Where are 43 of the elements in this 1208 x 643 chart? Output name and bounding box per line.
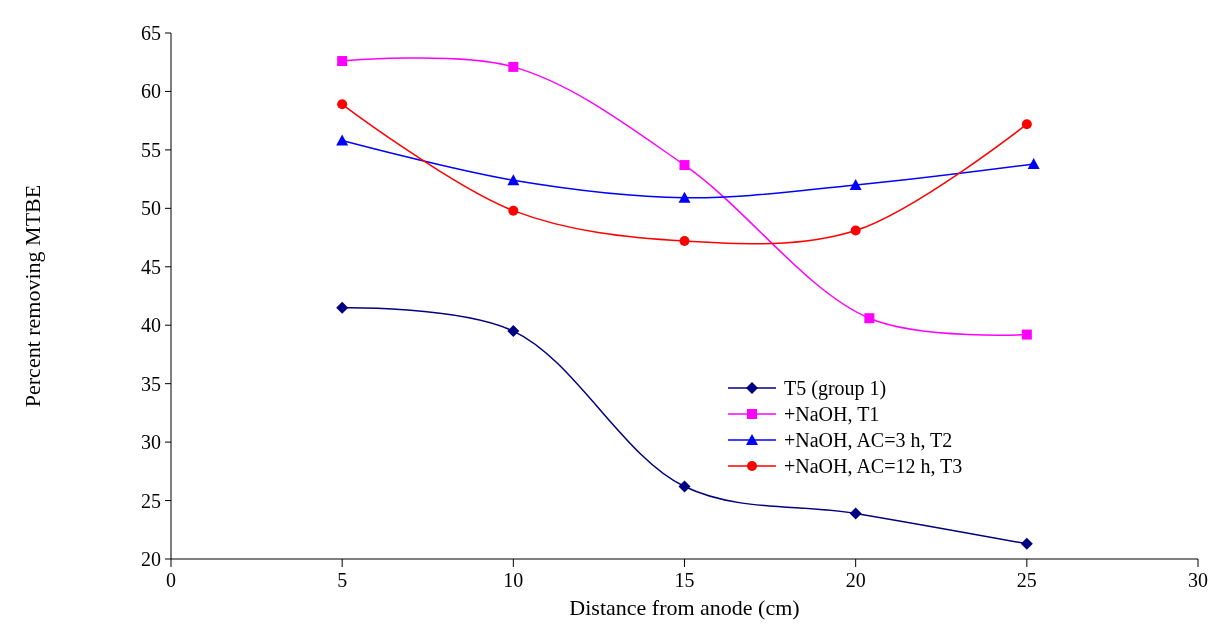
legend-label: +NaOH, AC=12 h, T3: [784, 455, 963, 477]
point: [1027, 157, 1040, 169]
point: [507, 325, 520, 338]
point: [864, 313, 875, 324]
point: [1021, 119, 1032, 130]
y-tick-label: 30: [141, 431, 161, 454]
x-tick-label: 30: [1188, 569, 1208, 591]
x-tick-label: 5: [337, 569, 348, 591]
point: [679, 160, 690, 171]
point: [337, 99, 348, 110]
y-tick-label: 55: [141, 138, 161, 161]
point: [508, 61, 519, 72]
point: [678, 480, 691, 493]
y-axis-title: Percent removing MTBE: [20, 184, 45, 408]
y-tick-label: 40: [141, 314, 161, 337]
point: [849, 178, 862, 190]
point: [850, 225, 861, 236]
legend-label: +NaOH, T1: [784, 403, 880, 425]
point: [507, 174, 520, 186]
y-tick-label: 20: [141, 548, 161, 570]
x-tick-label: 25: [1016, 569, 1037, 591]
point: [678, 191, 691, 203]
point: [679, 236, 690, 247]
x-tick-label: 10: [503, 569, 524, 591]
legend-label: +NaOH, AC=3 h, T2: [784, 429, 953, 451]
legend-label: T5 (group 1): [784, 377, 887, 400]
y-tick-label: 25: [141, 489, 161, 512]
y-tick-label: 60: [141, 80, 161, 103]
point: [336, 301, 349, 314]
point: [849, 507, 862, 520]
y-tick-label: 35: [141, 372, 161, 395]
point: [337, 56, 348, 67]
point: [336, 134, 349, 146]
x-tick-label: 15: [674, 569, 695, 591]
x-tick-label: 0: [166, 569, 176, 591]
x-axis-title: Distance from anode (cm): [569, 595, 800, 620]
y-tick-label: 65: [141, 22, 161, 44]
y-tick-label: 45: [141, 255, 161, 278]
x-tick-label: 20: [845, 569, 866, 591]
y-tick-label: 50: [141, 197, 161, 220]
point: [1020, 537, 1033, 550]
point: [508, 205, 519, 216]
point: [1021, 329, 1032, 340]
